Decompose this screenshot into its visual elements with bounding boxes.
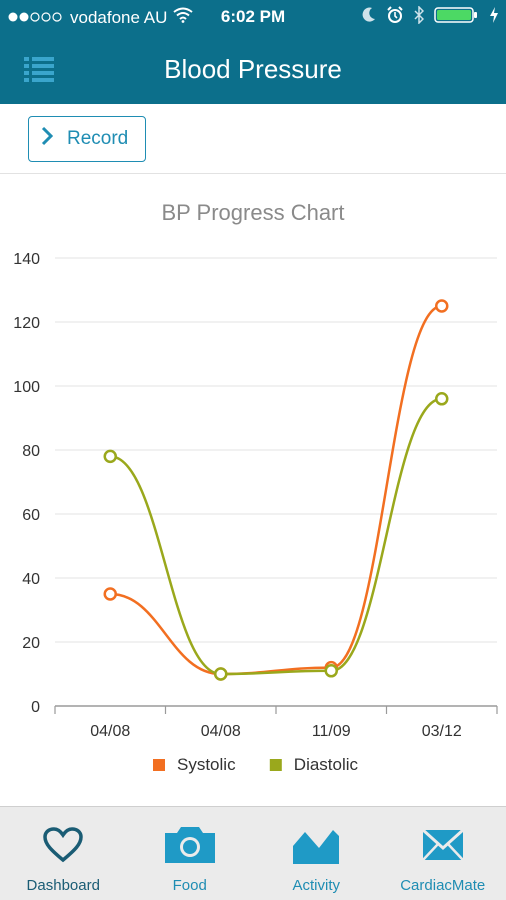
data-point-diastolic <box>435 392 449 406</box>
status-bar: vodafone AU 6:02 PM <box>0 0 506 34</box>
y-tick-label: 20 <box>22 635 40 652</box>
x-tick-label: 04/08 <box>201 723 241 740</box>
y-tick-label: 40 <box>22 571 40 588</box>
tab-activity[interactable]: Activity <box>253 807 380 900</box>
y-tick-label: 0 <box>31 699 40 716</box>
list-icon <box>24 57 54 86</box>
battery-icon <box>434 6 480 29</box>
bp-chart: BP Progress Chart 0 20 40 60 80 100 120 140 04/08… <box>0 175 506 805</box>
legend-label-diastolic: Diastolic <box>294 755 359 774</box>
tab-food[interactable]: Food <box>127 807 254 900</box>
tab-dashboard-label: Dashboard <box>26 877 100 894</box>
data-point-diastolic <box>214 667 228 681</box>
mail-icon <box>421 821 465 869</box>
y-tick-label: 140 <box>13 251 40 268</box>
status-right <box>362 5 498 29</box>
chart-title: BP Progress Chart <box>161 200 344 225</box>
record-button-label: Record <box>67 128 129 149</box>
y-tick-label: 60 <box>22 507 40 524</box>
activity-chart-icon <box>291 821 341 869</box>
legend-label-systolic: Systolic <box>177 755 236 774</box>
y-tick-label: 80 <box>22 443 40 460</box>
tab-bar: Dashboard Food Activity CardiacMate <box>0 806 506 900</box>
data-point-diastolic <box>324 664 338 678</box>
tab-cardiacmate-label: CardiacMate <box>400 877 486 894</box>
data-point-systolic <box>435 299 449 313</box>
carrier-name: vodafone AU <box>70 7 168 27</box>
x-tick-label: 11/09 <box>312 723 351 740</box>
bp-chart-svg: BP Progress Chart 0 20 40 60 80 100 120 140 04/08… <box>13 200 498 774</box>
series-line-systolic <box>110 304 443 676</box>
legend-swatch-systolic <box>153 759 165 771</box>
tab-food-label: Food <box>172 877 207 894</box>
action-bar: Record <box>0 104 506 174</box>
chevron-right-icon <box>41 126 54 152</box>
legend-swatch-diastolic <box>269 759 282 771</box>
tab-cardiacmate[interactable]: CardiacMate <box>380 807 506 900</box>
menu-button[interactable] <box>24 56 54 82</box>
tab-dashboard[interactable]: Dashboard <box>0 807 127 900</box>
x-tick-label: 04/08 <box>90 723 130 740</box>
data-point-systolic <box>103 587 117 601</box>
y-tick-label: 100 <box>13 379 40 396</box>
charging-icon <box>490 7 498 28</box>
heart-icon <box>43 821 84 869</box>
x-tick-label: 03/12 <box>422 723 462 740</box>
moon-icon <box>362 7 376 28</box>
record-button[interactable]: Record <box>28 116 146 162</box>
bluetooth-icon <box>414 5 425 29</box>
y-tick-label: 120 <box>13 315 40 332</box>
page-title: Blood Pressure <box>164 54 342 84</box>
wifi-icon <box>173 7 193 28</box>
status-left: vodafone AU <box>8 7 193 28</box>
series-line-diastolic <box>110 397 442 676</box>
data-point-diastolic <box>103 449 117 464</box>
app-header: Blood Pressure <box>0 34 506 104</box>
tab-activity-label: Activity <box>292 877 340 894</box>
signal-dots-icon <box>8 8 64 28</box>
alarm-icon <box>386 6 404 29</box>
camera-icon <box>163 821 217 869</box>
